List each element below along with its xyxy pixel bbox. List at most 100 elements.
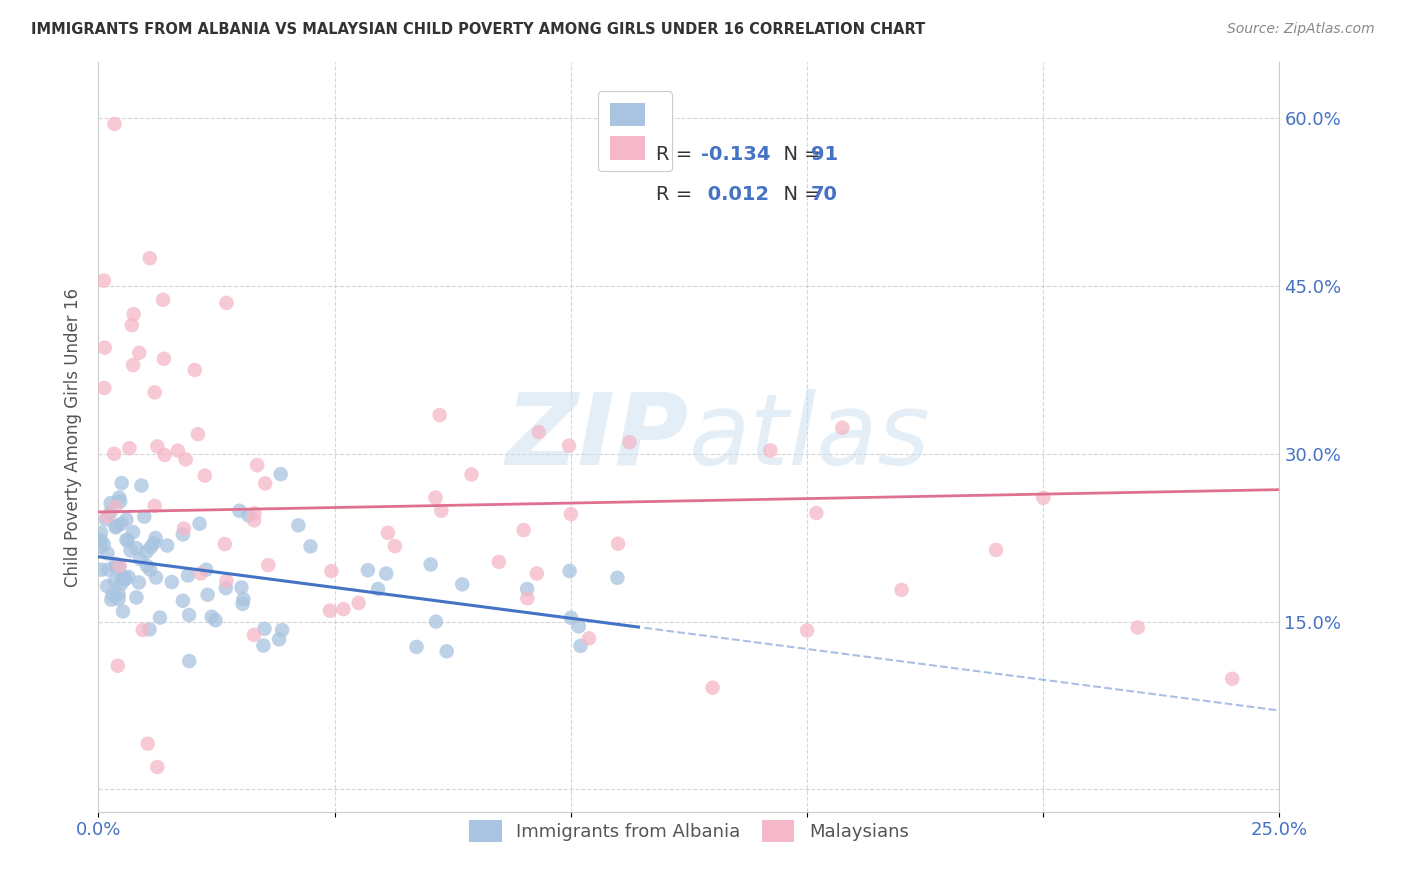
Point	[405, 640, 427, 654]
Point	[104, 557, 127, 571]
Point	[93, 537, 115, 551]
Point	[201, 609, 224, 624]
Point	[257, 558, 280, 572]
Point	[243, 628, 266, 642]
Point	[252, 639, 274, 653]
Point	[108, 559, 131, 574]
Point	[429, 408, 451, 422]
Point	[759, 443, 782, 458]
Point	[215, 296, 238, 310]
Point	[122, 358, 145, 372]
Text: atlas: atlas	[689, 389, 931, 485]
Point	[214, 537, 236, 551]
Point	[139, 251, 162, 265]
Text: R =: R =	[657, 145, 699, 163]
Point	[321, 564, 343, 578]
Point	[332, 602, 354, 616]
Point	[375, 566, 398, 581]
Point	[172, 527, 194, 541]
Point	[125, 541, 148, 556]
Point	[516, 582, 538, 596]
Legend: Immigrants from Albania, Malaysians: Immigrants from Albania, Malaysians	[460, 812, 918, 851]
Point	[460, 467, 482, 482]
Text: Source: ZipAtlas.com: Source: ZipAtlas.com	[1227, 22, 1375, 37]
Point	[578, 632, 600, 646]
Point	[526, 566, 548, 581]
Point	[287, 518, 309, 533]
Point	[232, 592, 254, 607]
Point	[112, 572, 135, 586]
Point	[425, 615, 447, 629]
Point	[558, 439, 581, 453]
Point	[319, 604, 342, 618]
Point	[560, 611, 582, 625]
Point	[568, 619, 591, 633]
Point	[120, 543, 142, 558]
Point	[93, 341, 115, 355]
Point	[134, 509, 156, 524]
Point	[153, 448, 176, 462]
Point	[100, 496, 122, 510]
Point	[142, 536, 165, 550]
Point	[195, 563, 218, 577]
Point	[270, 467, 292, 482]
Point	[107, 587, 129, 601]
Point	[143, 385, 166, 400]
Text: 91: 91	[811, 145, 838, 163]
Point	[253, 622, 276, 636]
Point	[94, 512, 117, 526]
Point	[107, 658, 129, 673]
Point	[156, 539, 179, 553]
Point	[425, 491, 447, 505]
Point	[111, 476, 134, 491]
Point	[146, 760, 169, 774]
Point	[357, 563, 380, 577]
Point	[103, 447, 125, 461]
Point	[136, 559, 159, 574]
Point	[204, 613, 226, 627]
Point	[430, 504, 453, 518]
Point	[93, 273, 115, 287]
Point	[136, 737, 159, 751]
Point	[153, 351, 176, 366]
Point	[117, 570, 139, 584]
Point	[183, 363, 205, 377]
Text: ZIP: ZIP	[506, 389, 689, 485]
Text: 70: 70	[811, 185, 838, 203]
Point	[97, 563, 120, 577]
Point	[115, 533, 138, 547]
Point	[100, 592, 122, 607]
Point	[110, 577, 132, 591]
Point	[122, 307, 145, 321]
Point	[121, 318, 143, 333]
Point	[110, 494, 132, 508]
Point	[560, 507, 582, 521]
Point	[114, 573, 136, 587]
Point	[188, 516, 211, 531]
Point	[90, 525, 112, 540]
Point	[96, 546, 118, 560]
Point	[1126, 621, 1149, 635]
Point	[132, 623, 155, 637]
Point	[111, 605, 134, 619]
Point	[190, 566, 212, 581]
Point	[488, 555, 510, 569]
Point	[146, 439, 169, 453]
Point	[984, 543, 1007, 558]
Point	[145, 531, 167, 545]
Text: N =: N =	[772, 185, 828, 203]
Point	[93, 381, 115, 395]
Point	[267, 632, 290, 647]
Point	[177, 568, 200, 582]
Point	[1220, 672, 1243, 686]
Point	[122, 525, 145, 540]
Point	[117, 533, 139, 548]
Point	[125, 591, 148, 605]
Point	[512, 523, 534, 537]
Point	[558, 564, 581, 578]
Point	[110, 516, 132, 531]
Point	[367, 582, 389, 596]
Text: IMMIGRANTS FROM ALBANIA VS MALAYSIAN CHILD POVERTY AMONG GIRLS UNDER 16 CORRELAT: IMMIGRANTS FROM ALBANIA VS MALAYSIAN CHI…	[31, 22, 925, 37]
Point	[101, 588, 124, 602]
Point	[131, 478, 153, 492]
